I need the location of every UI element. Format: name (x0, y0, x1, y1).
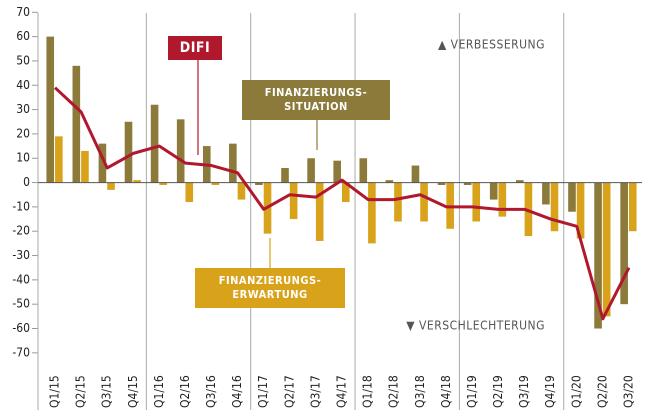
y-tick-label: 0 (23, 175, 30, 189)
y-tick-label: 50 (16, 53, 30, 67)
x-tick-label: Q4/18 (439, 375, 453, 408)
x-tick-label: Q1/16 (152, 375, 166, 408)
bar (211, 182, 220, 185)
bar (107, 182, 115, 190)
bar (281, 167, 289, 183)
x-tick-label: Q1/15 (48, 375, 62, 408)
bar (602, 182, 611, 317)
bar (237, 182, 246, 200)
bar (176, 119, 185, 183)
bar (463, 182, 472, 185)
bar (472, 182, 481, 222)
y-tick-label: -50 (12, 297, 30, 311)
x-tick-label: Q4/17 (335, 375, 349, 408)
bar (150, 104, 159, 183)
bar (307, 158, 315, 183)
bar (550, 182, 559, 232)
x-tick-label: Q4/19 (543, 375, 557, 408)
series-label: DIFI (180, 40, 210, 56)
bar (568, 182, 576, 212)
bar (46, 36, 55, 183)
label-box (168, 36, 222, 60)
bar (411, 165, 420, 183)
x-tick-label: Q2/20 (595, 375, 609, 408)
bar (620, 182, 628, 305)
bar (133, 180, 141, 183)
y-tick-label: 60 (16, 29, 30, 43)
bar (594, 182, 602, 329)
bar (420, 182, 428, 222)
x-tick-label: Q1/18 (361, 375, 375, 408)
bar (98, 143, 107, 183)
series-label: ERWARTUNG (232, 288, 307, 301)
bar (342, 182, 350, 203)
bar (289, 182, 298, 220)
x-tick-label: Q3/17 (308, 375, 322, 408)
bar (124, 121, 133, 183)
bar (576, 182, 585, 239)
x-tick-label: Q2/17 (282, 375, 296, 408)
bar (81, 150, 89, 183)
bar (628, 182, 637, 232)
y-tick-label: -70 (12, 345, 30, 359)
y-tick-label: 30 (16, 102, 30, 116)
y-tick-label: 70 (16, 5, 30, 19)
x-tick-label: Q3/20 (621, 375, 635, 408)
x-tick-label: Q3/18 (413, 375, 427, 408)
x-tick-label: Q4/16 (230, 375, 244, 408)
bar (333, 160, 341, 183)
bar (159, 182, 167, 185)
bar (542, 182, 550, 205)
x-tick-label: Q2/16 (178, 375, 192, 408)
bar (359, 158, 368, 183)
y-tick-label: 20 (16, 126, 30, 140)
y-tick-label: -60 (12, 321, 30, 335)
bar (516, 180, 524, 183)
series-label: FINANZIERUNGS- (219, 274, 322, 287)
x-tick-label: Q1/19 (465, 375, 479, 408)
y-tick-label: 40 (16, 78, 30, 92)
bar (489, 182, 498, 200)
bar (315, 182, 324, 241)
y-tick-label: -40 (12, 272, 30, 286)
bar (385, 180, 394, 183)
bar (229, 143, 237, 183)
x-tick-label: Q2/18 (387, 375, 401, 408)
y-tick-label: -30 (12, 248, 30, 262)
y-tick-label: -20 (12, 224, 30, 238)
bar (72, 65, 81, 183)
label-box (242, 80, 390, 120)
x-tick-label: Q1/20 (569, 375, 583, 408)
x-tick-label: Q1/17 (256, 375, 270, 408)
bar (394, 182, 402, 222)
series-label: SITUATION (284, 100, 348, 113)
x-tick-label: Q3/16 (204, 375, 218, 408)
bar (498, 182, 507, 217)
x-tick-label: Q2/15 (74, 375, 88, 408)
y-tick-label: -10 (12, 199, 30, 213)
series-label: FINANZIERUNGS- (265, 86, 368, 99)
bar (255, 182, 263, 185)
x-tick-label: Q3/15 (100, 375, 114, 408)
bar (437, 182, 446, 185)
annotation: ▲ VERBESSERUNG (438, 38, 545, 52)
bar (55, 136, 63, 183)
x-tick-label: Q3/19 (517, 375, 531, 408)
annotation: ▼ VERSCHLECHTERUNG (406, 319, 545, 333)
difi-line (54, 86, 631, 321)
x-tick-label: Q4/15 (126, 375, 140, 408)
label-box (195, 268, 345, 308)
x-tick-label: Q2/19 (491, 375, 505, 408)
y-tick-label: 10 (16, 151, 30, 165)
bar (185, 182, 194, 203)
bar (368, 182, 376, 244)
